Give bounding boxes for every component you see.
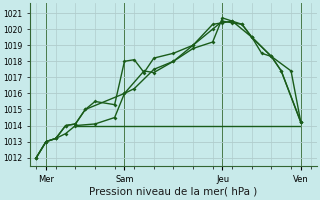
X-axis label: Pression niveau de la mer( hPa ): Pression niveau de la mer( hPa ): [89, 187, 258, 197]
